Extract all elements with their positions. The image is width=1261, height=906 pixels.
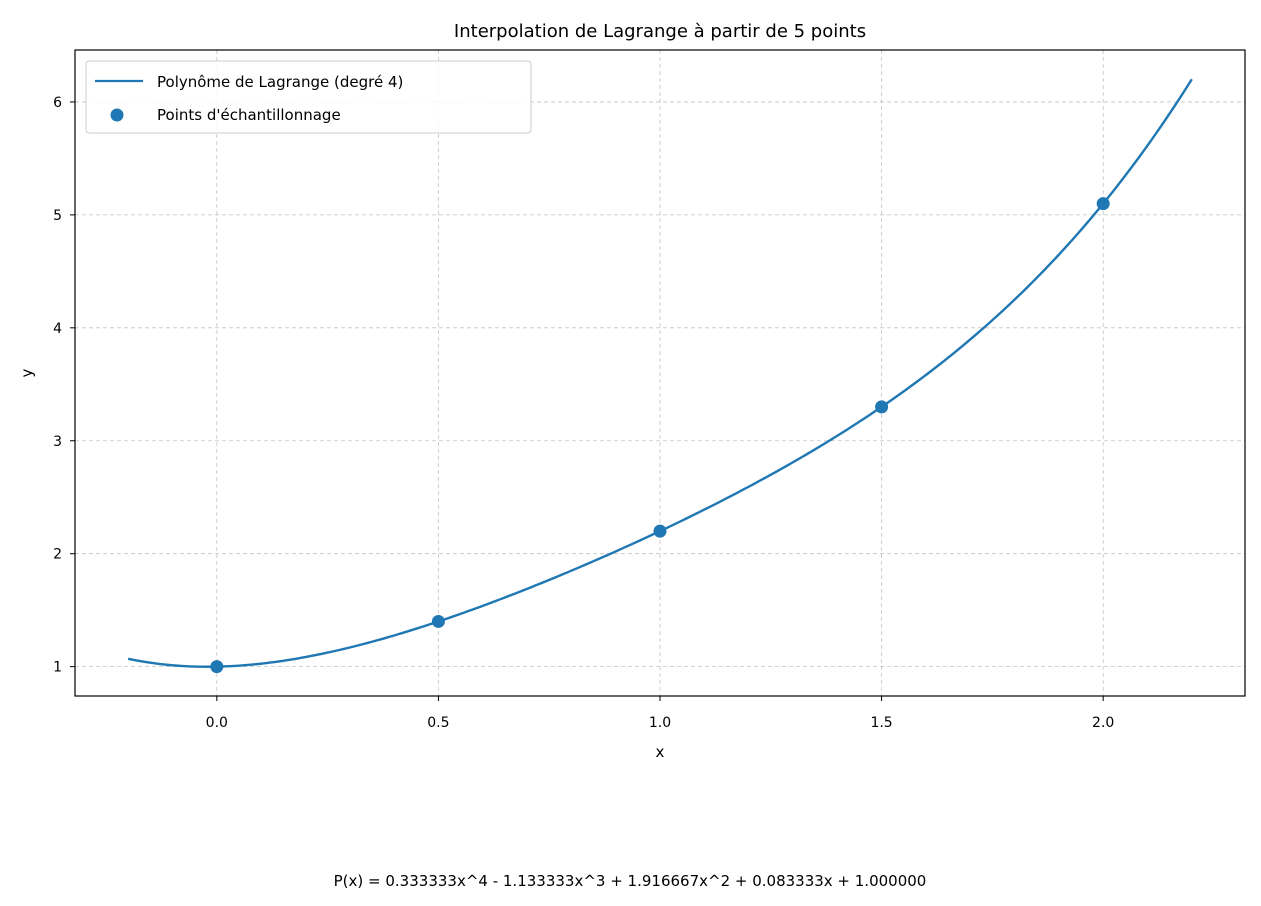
legend-box: [85, 60, 532, 134]
legend: Polynôme de Lagrange (degré 4) Points d'…: [85, 60, 532, 134]
x-axis-label: x: [656, 743, 665, 761]
sample-point: [1096, 197, 1110, 211]
y-axis-label: y: [18, 368, 36, 377]
chart-title: Interpolation de Lagrange à partir de 5 …: [454, 21, 866, 42]
sample-point: [431, 614, 445, 628]
series-layer: [127, 78, 1193, 674]
legend-marker-swatch: [110, 108, 124, 122]
y-tick-label: 5: [53, 208, 62, 224]
grid: [75, 50, 1245, 696]
x-tick-label: 1.0: [649, 715, 671, 731]
x-tick-label: 0.0: [206, 715, 228, 731]
y-tick-label: 2: [53, 547, 62, 563]
y-tick-label: 6: [53, 95, 62, 111]
x-tick-label: 0.5: [427, 715, 449, 731]
y-tick-label: 3: [53, 434, 62, 450]
axis-ticks: 0.0 0.5 1.0 1.5 2.0 1 2 3 4 5 6: [53, 95, 1114, 731]
sample-point: [210, 660, 224, 674]
legend-label-polynomial: Polynôme de Lagrange (degré 4): [157, 73, 403, 91]
y-tick-label: 4: [53, 321, 62, 337]
x-tick-label: 1.5: [870, 715, 892, 731]
polynomial-formula: P(x) = 0.333333x^4 - 1.133333x^3 + 1.916…: [334, 872, 927, 890]
y-tick-label: 1: [53, 660, 62, 676]
sample-point: [653, 524, 667, 538]
legend-label-points: Points d'échantillonnage: [157, 106, 341, 124]
x-tick-label: 2.0: [1092, 715, 1114, 731]
sample-point: [875, 400, 889, 414]
